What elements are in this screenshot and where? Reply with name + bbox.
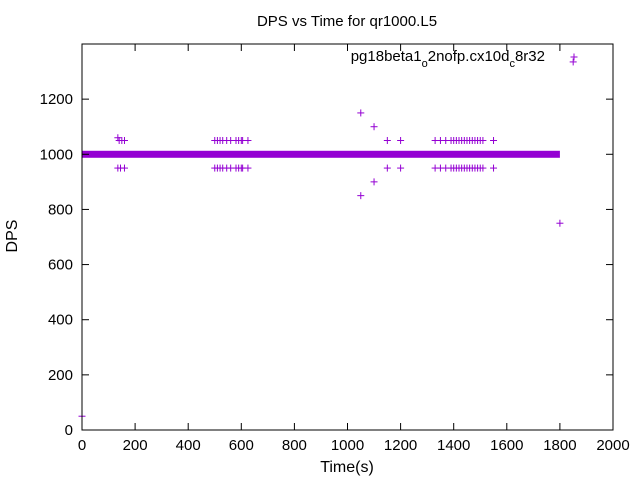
x-tick-label: 1800 bbox=[543, 437, 576, 454]
y-tick-label: 1000 bbox=[40, 146, 73, 163]
legend-label-part: 8r32 bbox=[515, 48, 545, 65]
x-tick-label: 600 bbox=[229, 437, 254, 454]
y-tick-label: 400 bbox=[48, 312, 73, 329]
data-point bbox=[479, 137, 487, 144]
data-point bbox=[397, 137, 405, 144]
legend-marker-plus bbox=[570, 53, 578, 61]
y-axis-label-group: DPS bbox=[4, 220, 21, 253]
data-point bbox=[479, 164, 487, 172]
x-tick-label: 200 bbox=[123, 437, 148, 454]
y-tick-label: 200 bbox=[48, 367, 73, 384]
plot-frame bbox=[81, 43, 614, 431]
data-point bbox=[490, 164, 498, 172]
x-axis-label: Time(s) bbox=[320, 459, 374, 476]
data-point bbox=[383, 164, 391, 172]
ticks-layer: 0 200 400 600 800 1000 1200 1400 1600 1800 2000 0 20… bbox=[40, 44, 630, 454]
x-tick-label: 0 bbox=[78, 437, 86, 454]
legend-label-part: pg18beta1 bbox=[351, 48, 422, 65]
y-tick-label: 1200 bbox=[40, 91, 73, 108]
x-tick-label: 1000 bbox=[331, 437, 364, 454]
data-point bbox=[397, 164, 405, 172]
legend: pg18beta1o2nofp.cx10dc8r32 bbox=[351, 48, 578, 70]
data-point bbox=[244, 137, 252, 144]
x-tick-label: 2000 bbox=[596, 437, 629, 454]
x-tick-label: 1400 bbox=[437, 437, 470, 454]
points-layer bbox=[78, 58, 577, 420]
chart-title: DPS vs Time for qr1000.L5 bbox=[257, 13, 437, 30]
legend-label-part: 2nofp.cx10d bbox=[428, 48, 510, 65]
y-tick-label: 600 bbox=[48, 257, 73, 274]
x-tick-label: 800 bbox=[282, 437, 307, 454]
legend-series-label: pg18beta1o2nofp.cx10dc8r32 bbox=[351, 48, 545, 70]
y-axis-label: DPS bbox=[4, 220, 21, 253]
data-point bbox=[383, 137, 391, 144]
legend-marker bbox=[570, 53, 578, 61]
data-point bbox=[569, 58, 577, 66]
y-tick-label: 800 bbox=[48, 201, 73, 218]
data-point bbox=[370, 123, 378, 131]
data-point bbox=[120, 137, 128, 144]
legend-label-subscript: o bbox=[422, 58, 428, 70]
data-point bbox=[244, 164, 252, 172]
dense-points-band bbox=[82, 150, 560, 158]
data-point bbox=[556, 219, 564, 227]
data-point bbox=[370, 178, 378, 186]
x-tick-label: 400 bbox=[176, 437, 201, 454]
x-tick-label: 1200 bbox=[384, 437, 417, 454]
data-point bbox=[490, 137, 498, 144]
data-point bbox=[357, 192, 365, 200]
legend-label-subscript: c bbox=[509, 58, 515, 70]
data-point bbox=[357, 109, 365, 117]
x-tick-label: 1600 bbox=[490, 437, 523, 454]
y-tick-label: 0 bbox=[65, 422, 73, 439]
data-point bbox=[120, 164, 128, 172]
